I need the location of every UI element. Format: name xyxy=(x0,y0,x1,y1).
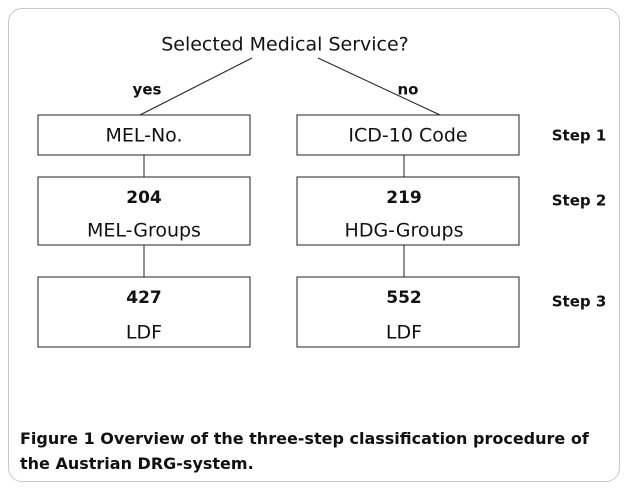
box-count: 427 xyxy=(126,288,162,308)
branch-label: no xyxy=(398,81,419,99)
branch-label: yes xyxy=(133,81,162,99)
box xyxy=(296,114,520,156)
figure-caption: Figure 1 Overview of the three-step clas… xyxy=(20,426,615,476)
root-question: Selected Medical Service? xyxy=(161,34,409,56)
box xyxy=(296,176,520,246)
step-label: Step 2 xyxy=(552,192,607,210)
step-label: Step 1 xyxy=(552,127,607,145)
box xyxy=(37,176,251,246)
step-label: Step 3 xyxy=(552,293,607,311)
box-count: 204 xyxy=(126,188,162,208)
box xyxy=(296,276,520,348)
figure-frame xyxy=(8,8,620,482)
box-label: ICD-10 Code xyxy=(348,125,467,147)
box-label: LDF xyxy=(386,322,422,344)
box-count: 552 xyxy=(386,288,422,308)
box-label: MEL-No. xyxy=(105,125,182,147)
box-label: HDG-Groups xyxy=(345,220,464,242)
branch-line xyxy=(139,57,253,116)
box-label: MEL-Groups xyxy=(87,220,201,242)
caption-text: Overview of the three-step classificatio… xyxy=(20,429,589,473)
box xyxy=(37,276,251,348)
box-label: LDF xyxy=(126,322,162,344)
box xyxy=(37,114,251,156)
branch-line xyxy=(317,57,441,116)
caption-label: Figure 1 xyxy=(20,429,95,448)
box-count: 219 xyxy=(386,188,422,208)
